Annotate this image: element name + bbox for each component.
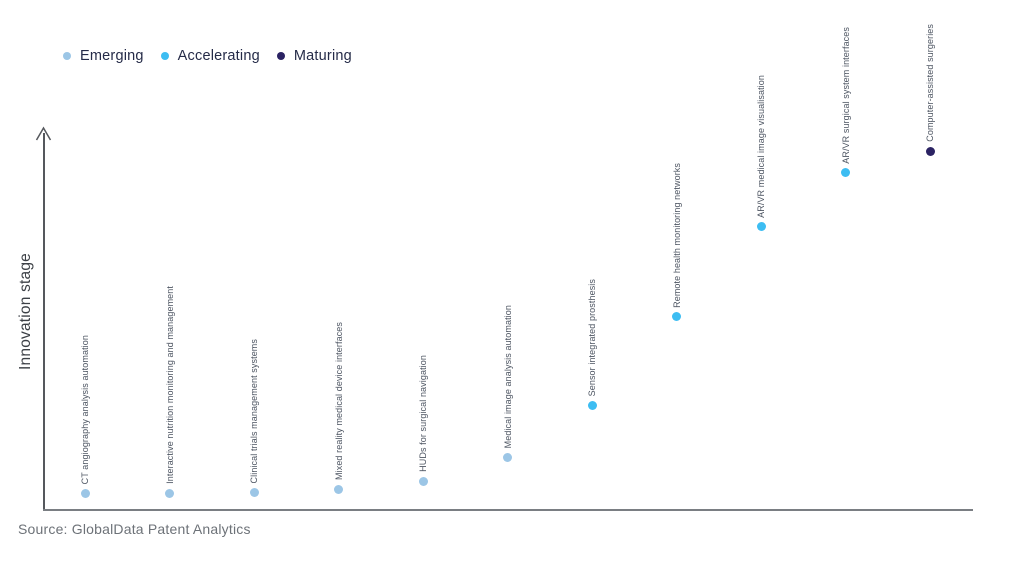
data-point-label: Mixed reality medical device interfaces xyxy=(333,322,344,480)
data-point-label: AR/VR medical image visualisation xyxy=(756,75,766,218)
data-point-label: HUDs for surgical navigation xyxy=(418,355,428,473)
y-axis-arrow-icon xyxy=(35,126,52,141)
data-point-dot xyxy=(165,488,174,498)
data-point-dot xyxy=(503,452,512,462)
legend-item-accelerating: Accelerating xyxy=(160,48,260,64)
data-point-dot xyxy=(334,484,343,494)
data-point-dot xyxy=(80,488,90,498)
data-point-label: CT angiography analysis automation xyxy=(80,334,90,485)
x-axis-line xyxy=(43,509,973,511)
legend-label-accelerating: Accelerating xyxy=(177,48,260,64)
data-point-label: Remote health monitoring networks xyxy=(671,163,682,308)
data-point-label: Computer-assisted surgeries xyxy=(925,24,935,143)
legend-label-maturing: Maturing xyxy=(293,48,352,64)
data-point-dot xyxy=(756,222,766,232)
data-point-dot xyxy=(418,476,428,486)
chart-legend: Emerging Accelerating Maturing xyxy=(63,48,352,64)
maturing-dot-icon xyxy=(276,52,285,60)
emerging-dot-icon xyxy=(63,52,71,60)
data-point-dot xyxy=(587,400,597,410)
data-point-label: Interactive nutrition monitoring and man… xyxy=(164,286,175,485)
data-point-dot xyxy=(841,168,850,178)
data-point-label: AR/VR surgical system interfaces xyxy=(840,27,851,164)
data-point-label: Medical image analysis automation xyxy=(502,304,513,449)
data-point-label: Sensor integrated prosthesis xyxy=(587,278,597,396)
data-point-dot xyxy=(925,146,935,156)
legend-item-maturing: Maturing xyxy=(276,48,352,64)
source-note: Source: GlobalData Patent Analytics xyxy=(18,521,251,537)
data-point-label: Clinical trials management systems xyxy=(249,338,259,483)
legend-label-emerging: Emerging xyxy=(80,48,144,64)
data-point-dot xyxy=(249,487,259,497)
data-point-dot xyxy=(672,312,681,322)
accelerating-dot-icon xyxy=(160,52,169,60)
y-axis-line xyxy=(43,133,45,511)
legend-item-emerging: Emerging xyxy=(63,48,144,64)
